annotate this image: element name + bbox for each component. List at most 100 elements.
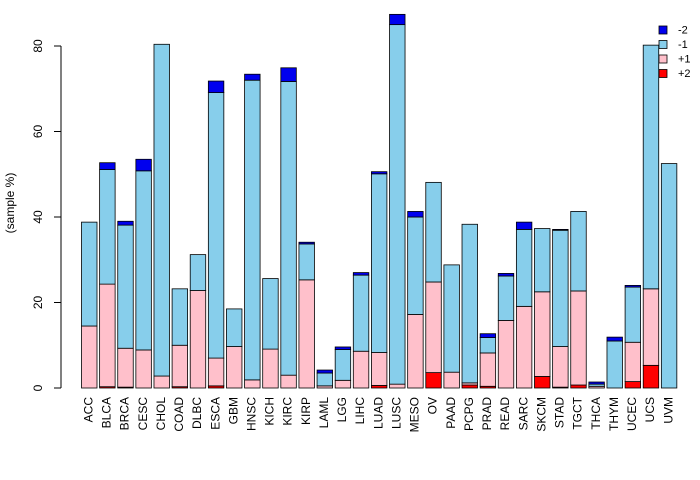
x-tick-label: UVM [661, 397, 675, 424]
bar-kirp-minus2 [298, 241, 315, 245]
legend-label: -1 [678, 39, 688, 51]
x-tick-label: LIHC [353, 397, 367, 425]
bar-lusc-minus2 [389, 13, 406, 26]
x-tick-label: STAD [553, 397, 567, 428]
bar-pcpg-plus2 [461, 384, 478, 389]
bar-cesc-plus1 [135, 349, 152, 389]
x-tick-label: SARC [516, 397, 530, 431]
bar-coad-minus1 [171, 288, 189, 346]
bar-skcm-plus1 [534, 291, 551, 377]
bar-skcm-minus1 [534, 228, 551, 293]
bar-stad-plus1 [552, 346, 569, 388]
bar-paad-plus1 [443, 371, 460, 389]
bar-read-minus2 [497, 273, 515, 277]
bar-stad-minus1 [552, 229, 569, 347]
bar-lihc-plus1 [352, 350, 370, 389]
x-tick-label: LGG [335, 397, 349, 422]
x-tick-label: TGCT [571, 396, 585, 429]
bar-luad-plus1 [371, 352, 388, 386]
bar-blca-minus1 [99, 169, 116, 285]
y-tick-label: 0 [31, 384, 45, 391]
bar-cesc-minus2 [135, 158, 152, 172]
bar-lusc-minus1 [389, 24, 406, 385]
bar-meso-plus1 [407, 314, 424, 389]
x-tick-label: LUSC [389, 397, 403, 429]
bars [81, 13, 678, 389]
bar-kirp-plus1 [298, 279, 315, 389]
x-tick-label: ACC [81, 397, 95, 423]
legend-swatch [658, 69, 668, 78]
bar-ucs-plus1 [642, 288, 660, 366]
legend: -2 -1 +1 +2 [658, 25, 691, 80]
bar-kirp-minus1 [298, 243, 315, 281]
bar-lgg-minus2 [334, 346, 352, 350]
y-tick-label: 40 [31, 210, 45, 224]
bar-luad-minus2 [371, 171, 388, 175]
bar-pcpg-minus1 [461, 223, 478, 384]
bar-chol-plus1 [153, 375, 170, 389]
bar-prad-minus2 [479, 333, 497, 338]
bar-skcm-plus2 [534, 376, 551, 389]
bar-kich-plus1 [262, 348, 279, 389]
bar-chol-minus1 [153, 43, 170, 377]
y-tick-label: 80 [31, 39, 45, 53]
legend-label: -2 [678, 25, 688, 37]
bar-paad-minus1 [443, 264, 460, 373]
bar-thym-minus2 [606, 336, 623, 342]
bar-hnsc-minus1 [244, 79, 261, 381]
x-tick-label: CESC [136, 397, 150, 431]
bar-hnsc-plus1 [244, 379, 261, 389]
bar-stad-minus2 [552, 228, 569, 231]
bar-tgct-plus1 [570, 290, 587, 386]
bar-esca-minus1 [207, 92, 225, 359]
bar-ov-plus2 [425, 372, 442, 389]
x-tick-label: HNSC [245, 397, 259, 431]
bar-sarc-minus2 [515, 221, 533, 230]
x-tick-label: READ [498, 397, 512, 431]
bar-tgct-minus1 [570, 211, 587, 292]
bar-ucec-plus2 [624, 381, 641, 389]
y-axis: 0 20 40 60 80 [31, 39, 62, 391]
bar-kich-minus1 [262, 278, 279, 350]
x-tick-label: GBM [226, 397, 240, 424]
bar-lusc-plus1 [389, 383, 406, 389]
bar-gbm-minus1 [226, 308, 243, 347]
x-tick-label: LUAD [371, 397, 385, 429]
x-tick-label: UCEC [625, 397, 639, 431]
bar-brca-minus1 [117, 224, 134, 349]
x-tick-label: COAD [172, 397, 186, 432]
y-tick-label: 60 [31, 125, 45, 139]
bar-ucs-minus1 [642, 44, 660, 290]
x-axis-labels: ACC BLCA BRCA CESC CHOL COAD DLBC ESCA GBM HNSC KI… [81, 396, 675, 432]
bar-dlbc-plus1 [189, 290, 207, 389]
bar-cesc-minus1 [135, 170, 152, 351]
legend-swatch [658, 40, 668, 49]
bar-lihc-minus2 [352, 272, 370, 276]
x-tick-label: MESO [408, 397, 422, 432]
bar-lgg-minus1 [334, 349, 352, 381]
bar-uvm-minus1 [660, 163, 678, 389]
x-tick-label: BLCA [100, 397, 114, 428]
bar-ucs-plus2 [642, 364, 660, 389]
bar-sarc-minus1 [515, 228, 533, 307]
bar-ov-minus1 [425, 181, 442, 283]
bar-esca-plus1 [207, 357, 225, 387]
bar-laml-minus1 [316, 372, 333, 387]
y-axis-label: (sample %) [3, 173, 17, 234]
y-tick-label: 20 [31, 296, 45, 310]
legend-label: +2 [678, 68, 691, 80]
bar-kirc-minus2 [280, 67, 297, 82]
bar-ov-plus1 [425, 281, 442, 374]
bar-kirc-plus1 [280, 374, 297, 389]
legend-label: +1 [678, 54, 691, 66]
bar-meso-minus2 [407, 211, 424, 218]
bar-coad-plus1 [171, 344, 189, 388]
bar-hnsc-minus2 [244, 73, 261, 81]
bar-prad-minus1 [479, 337, 497, 354]
bar-prad-plus1 [479, 352, 497, 387]
bar-gbm-plus1 [226, 346, 243, 389]
bar-acc-minus1 [81, 221, 98, 327]
bar-brca-plus1 [117, 347, 134, 388]
bar-ucec-minus2 [624, 284, 641, 288]
